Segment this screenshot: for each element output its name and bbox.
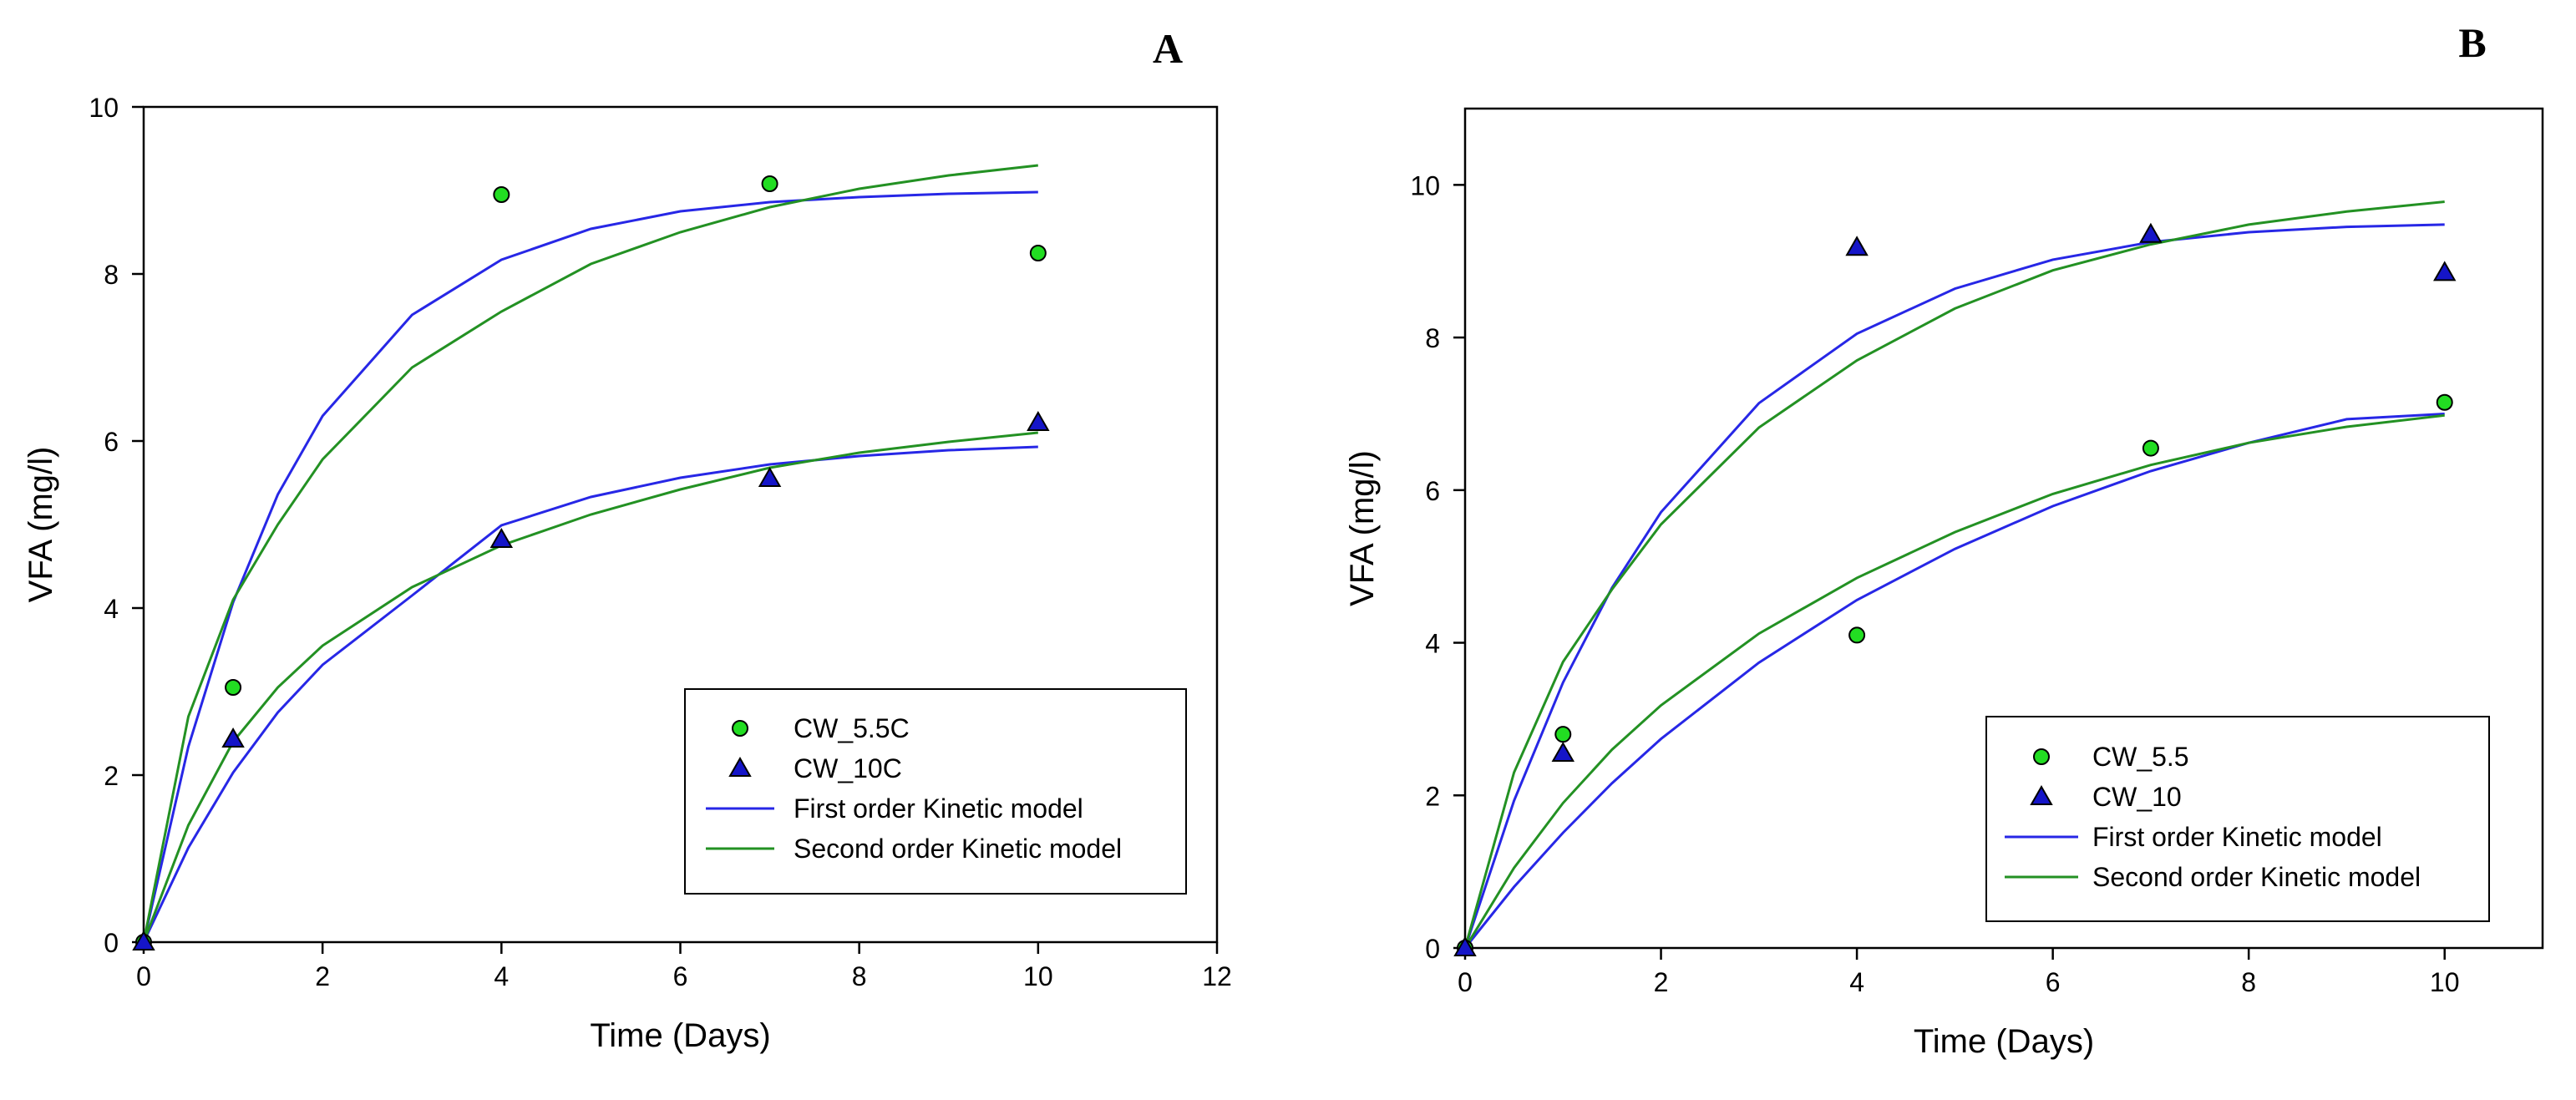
data-point-triangle [132,930,155,950]
data-point-triangle [489,527,514,548]
y-tick-label: 6 [104,427,119,457]
data-point-triangle [1453,935,1477,956]
y-tick-label: 2 [104,761,119,791]
data-point-triangle [1845,236,1869,256]
chart-panel-b: B 0 2 4 6 8 10 0 2 4 6 8 10 Time (Days) VFA (mg/l) CW_5… [1344,19,2544,1060]
plot-frame [1463,107,2544,950]
y-tick-label: 2 [1425,781,1440,811]
y-tick-label: 4 [104,594,119,624]
x-tick-label: 10 [2430,967,2460,997]
data-point-circle [2142,439,2159,457]
series-line-first-order [1463,223,2445,949]
x-tick-label: 8 [2241,967,2256,997]
legend-marker [732,720,748,737]
legend-label: CW_5.5C [794,713,910,743]
x-tick-label: 0 [136,961,151,991]
data-point-circle [1029,245,1047,261]
legend-label: CW_10C [794,753,902,783]
legend-label: Second order Kinetic model [794,834,1122,864]
legend-label: CW_5.5 [2092,742,2189,772]
data-point-circle [761,175,778,192]
data-point-triangle [1027,410,1050,431]
y-tick-label: 4 [1425,629,1440,659]
y-tick-label: 8 [1425,323,1440,353]
data-point-circle [493,186,510,203]
legend-label: First order Kinetic model [794,793,1083,824]
legend-label: CW_10 [2092,782,2182,812]
data-point-triangle [758,466,782,487]
legend-marker [728,756,752,777]
data-point-triangle [2433,261,2457,281]
legend-label: First order Kinetic model [2092,822,2382,852]
series-line-second-order [142,164,1038,943]
data-point-triangle [2139,222,2163,243]
x-tick-label: 6 [673,961,688,991]
series-line-second-order [1463,413,2445,949]
y-tick-label: 0 [1425,934,1440,964]
panel-letter: B [2458,19,2486,66]
data-point-triangle [221,727,245,748]
legend-box [684,688,1187,895]
x-axis-title: Time (Days) [590,1017,770,1054]
legend-label: Second order Kinetic model [2092,862,2421,892]
y-tick-label: 8 [104,260,119,290]
y-axis-title: VFA (mg/l) [1344,450,1381,606]
x-axis-title: Time (Days) [1914,1023,2094,1060]
data-point-triangle [1551,742,1575,763]
y-axis-title: VFA (mg/l) [23,447,59,603]
y-tick-label: 0 [104,928,119,958]
data-point-circle [2436,393,2453,411]
series-line-first-order [142,445,1038,943]
legend-marker [2033,748,2050,765]
data-point-circle [1554,726,1572,743]
x-tick-label: 10 [1023,961,1053,991]
y-tick-label: 10 [1410,170,1440,200]
x-tick-label: 6 [2046,967,2061,997]
x-tick-label: 2 [315,961,330,991]
series-line-second-order [1463,200,2445,949]
data-point-circle [1848,626,1866,644]
legend-box [1985,716,2490,922]
chart-panel-a: A 0 2 4 6 8 10 12 0 2 4 6 8 10 Time (Days) VFA (mg/l) CW… [23,25,1232,1054]
y-tick-label: 6 [1425,476,1440,506]
x-tick-label: 2 [1654,967,1669,997]
y-tick-label: 10 [89,93,119,123]
data-point-circle [225,679,242,696]
legend-marker [2030,784,2053,805]
x-tick-label: 4 [494,961,509,991]
x-tick-label: 8 [852,961,867,991]
panel-letter: A [1153,25,1183,72]
x-tick-label: 12 [1202,961,1232,991]
x-tick-label: 4 [1849,967,1864,997]
x-tick-label: 0 [1458,967,1473,997]
